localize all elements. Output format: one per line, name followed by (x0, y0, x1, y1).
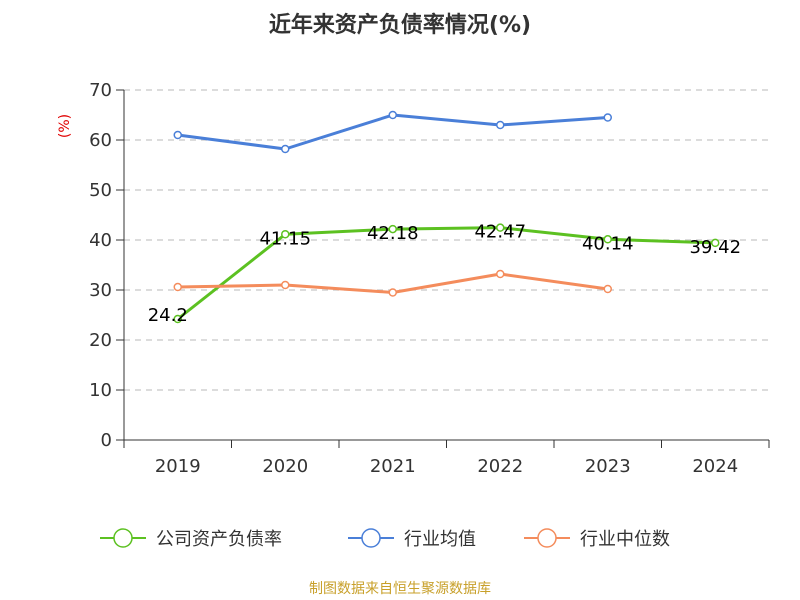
data-labels: 24.2 41.15 42.18 42.47 40.14 39.42 (148, 222, 741, 326)
x-tick-label: 2021 (370, 456, 416, 477)
series-point (603, 235, 612, 244)
series-point (496, 120, 505, 130)
series-point (388, 224, 397, 234)
series-point (603, 113, 612, 122)
grid-lines (124, 89, 769, 391)
legend-marker-icon (113, 528, 133, 548)
data-label: 42.18 (367, 223, 419, 244)
series-point (281, 144, 290, 154)
series-line (176, 226, 716, 321)
legend-marker-icon (537, 528, 557, 548)
x-tick-label: 2024 (692, 456, 738, 477)
x-tick-label: 2020 (262, 456, 308, 477)
y-tick-label: 50 (89, 180, 112, 201)
chart-title: 近年来资产负债率情况(%) (269, 12, 531, 38)
series-point (711, 238, 720, 248)
series-point (173, 282, 182, 292)
data-label: 40.14 (582, 233, 634, 254)
series-point (496, 223, 505, 232)
legend-label: 行业均值 (404, 529, 476, 550)
series-point (603, 284, 612, 294)
y-tick-label: 10 (89, 380, 112, 401)
series-point (281, 230, 290, 239)
y-tick-label: 20 (89, 330, 112, 351)
x-tick-label: 2023 (585, 456, 631, 477)
legend[interactable]: 公司资产负债率 行业均值 行业中位数 (100, 528, 670, 550)
y-tick-label: 0 (101, 430, 112, 451)
y-tick-label: 40 (89, 230, 112, 251)
legend-label: 行业中位数 (580, 529, 670, 550)
y-tick-label: 60 (89, 130, 112, 151)
data-label: 41.15 (259, 228, 311, 249)
x-tick-label: 2022 (477, 456, 523, 477)
series-point (173, 314, 182, 324)
series-line (177, 113, 608, 151)
series-point (281, 280, 290, 290)
y-tick-label: 70 (89, 80, 112, 101)
legend-marker-icon (361, 528, 381, 548)
series-layer (173, 110, 720, 324)
legend-item[interactable]: 公司资产负债率 (100, 528, 282, 550)
data-label: 42.47 (474, 222, 526, 243)
series-point (388, 288, 397, 297)
legend-item[interactable]: 行业中位数 (524, 528, 670, 550)
data-label: 24.2 (148, 305, 188, 326)
series-point (173, 130, 182, 140)
x-tick-label: 2019 (155, 456, 201, 477)
source-note: 制图数据来自恒生聚源数据库 (309, 581, 491, 597)
axes: 0 10 20 30 40 50 60 70 2019 2020 2021 2022 2023 2024 (89, 80, 770, 477)
legend-item[interactable]: 行业均值 (348, 528, 476, 550)
series-point (496, 269, 505, 279)
series-point (388, 110, 397, 120)
y-tick-label: 30 (89, 280, 112, 301)
data-label: 39.42 (689, 237, 741, 258)
legend-label: 公司资产负债率 (156, 529, 282, 550)
y-axis-unit: (%) (57, 114, 73, 138)
